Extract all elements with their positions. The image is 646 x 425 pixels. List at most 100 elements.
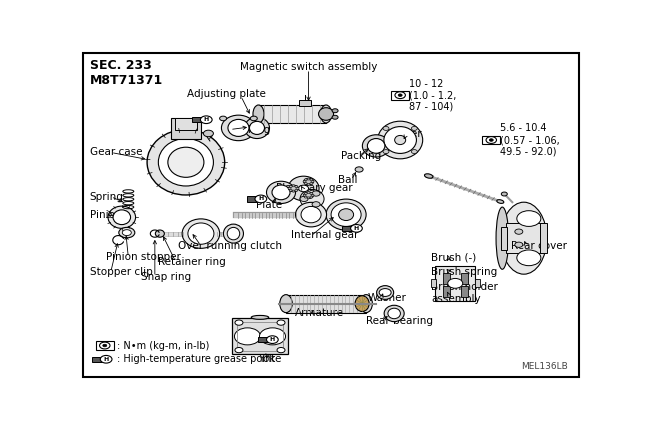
Text: H: H	[258, 196, 264, 201]
Circle shape	[311, 181, 314, 183]
Circle shape	[300, 196, 308, 201]
Ellipse shape	[267, 181, 295, 204]
Bar	[342, 226, 353, 231]
Ellipse shape	[497, 200, 504, 204]
Circle shape	[250, 116, 257, 121]
Bar	[435, 266, 475, 300]
Bar	[391, 91, 409, 99]
Circle shape	[220, 116, 227, 121]
Text: Planetary gear: Planetary gear	[276, 184, 353, 193]
Circle shape	[235, 348, 243, 353]
Circle shape	[303, 181, 306, 183]
Ellipse shape	[384, 305, 404, 322]
Bar	[193, 117, 202, 122]
Ellipse shape	[158, 139, 213, 186]
Circle shape	[332, 115, 338, 119]
Circle shape	[383, 150, 389, 153]
Circle shape	[355, 167, 363, 172]
Text: Spring: Spring	[90, 192, 123, 201]
Ellipse shape	[249, 122, 264, 134]
Ellipse shape	[377, 286, 393, 299]
Ellipse shape	[108, 206, 136, 228]
Text: Yoke: Yoke	[258, 354, 282, 364]
Circle shape	[267, 336, 278, 343]
Circle shape	[312, 202, 320, 207]
Circle shape	[310, 193, 313, 194]
Text: : High-temperature grease point: : High-temperature grease point	[117, 354, 275, 364]
Text: Rear bearing: Rear bearing	[366, 316, 433, 326]
Circle shape	[398, 94, 402, 96]
Text: Brush holder
assembly: Brush holder assembly	[432, 282, 498, 304]
Text: Pinion: Pinion	[90, 210, 121, 220]
Text: Adjusting plate: Adjusting plate	[187, 88, 266, 99]
Ellipse shape	[320, 105, 331, 123]
Circle shape	[332, 109, 338, 113]
Ellipse shape	[155, 230, 164, 237]
Circle shape	[311, 194, 314, 196]
Ellipse shape	[331, 203, 361, 227]
Circle shape	[100, 355, 112, 363]
Circle shape	[303, 194, 306, 196]
Text: H: H	[354, 226, 359, 231]
Circle shape	[304, 192, 313, 198]
Ellipse shape	[224, 224, 244, 243]
Text: Brush spring: Brush spring	[432, 267, 497, 277]
Ellipse shape	[272, 185, 290, 200]
Bar	[258, 105, 326, 123]
Circle shape	[307, 192, 310, 194]
Ellipse shape	[395, 136, 406, 144]
Ellipse shape	[182, 219, 220, 248]
Circle shape	[412, 127, 417, 130]
Circle shape	[517, 250, 541, 266]
Text: Armature: Armature	[295, 309, 344, 318]
Bar	[175, 118, 197, 130]
Ellipse shape	[496, 207, 508, 269]
Bar	[286, 295, 366, 313]
Text: Retainer ring: Retainer ring	[158, 257, 226, 267]
Circle shape	[312, 191, 320, 196]
Circle shape	[304, 179, 307, 181]
Circle shape	[379, 289, 391, 297]
Text: Ball: Ball	[338, 175, 357, 185]
Ellipse shape	[188, 223, 214, 244]
Text: Over running clutch: Over running clutch	[178, 241, 282, 251]
Bar	[92, 357, 102, 362]
Ellipse shape	[280, 295, 292, 313]
Bar	[540, 224, 547, 253]
Text: Gear case: Gear case	[90, 147, 142, 157]
Text: MEL136LB: MEL136LB	[521, 362, 567, 371]
Circle shape	[489, 139, 494, 141]
Bar	[443, 286, 450, 297]
Circle shape	[235, 320, 243, 325]
Bar	[171, 118, 201, 139]
Circle shape	[412, 150, 417, 153]
Circle shape	[289, 185, 298, 192]
Circle shape	[103, 344, 107, 347]
Text: 10 - 12
(1.0 - 1.2,
87 - 104): 10 - 12 (1.0 - 1.2, 87 - 104)	[409, 79, 456, 112]
Ellipse shape	[168, 147, 204, 177]
Circle shape	[99, 342, 110, 349]
Text: Packing: Packing	[230, 125, 270, 135]
Bar	[298, 100, 311, 106]
Bar	[233, 318, 287, 354]
Bar	[501, 227, 507, 249]
Circle shape	[307, 183, 310, 185]
Circle shape	[292, 185, 295, 187]
Bar	[461, 286, 468, 297]
Ellipse shape	[326, 199, 366, 230]
Ellipse shape	[355, 296, 369, 312]
Bar	[506, 224, 541, 253]
Circle shape	[501, 192, 507, 196]
Text: Packing: Packing	[341, 151, 381, 162]
Circle shape	[517, 211, 541, 227]
Text: Cover: Cover	[391, 130, 422, 139]
Text: Snap ring: Snap ring	[141, 272, 191, 282]
Circle shape	[307, 178, 310, 180]
Circle shape	[260, 328, 286, 345]
Ellipse shape	[222, 115, 255, 141]
Bar	[443, 273, 450, 283]
Ellipse shape	[318, 108, 333, 120]
Text: H: H	[103, 357, 109, 362]
Circle shape	[486, 136, 497, 143]
Bar	[483, 136, 500, 144]
